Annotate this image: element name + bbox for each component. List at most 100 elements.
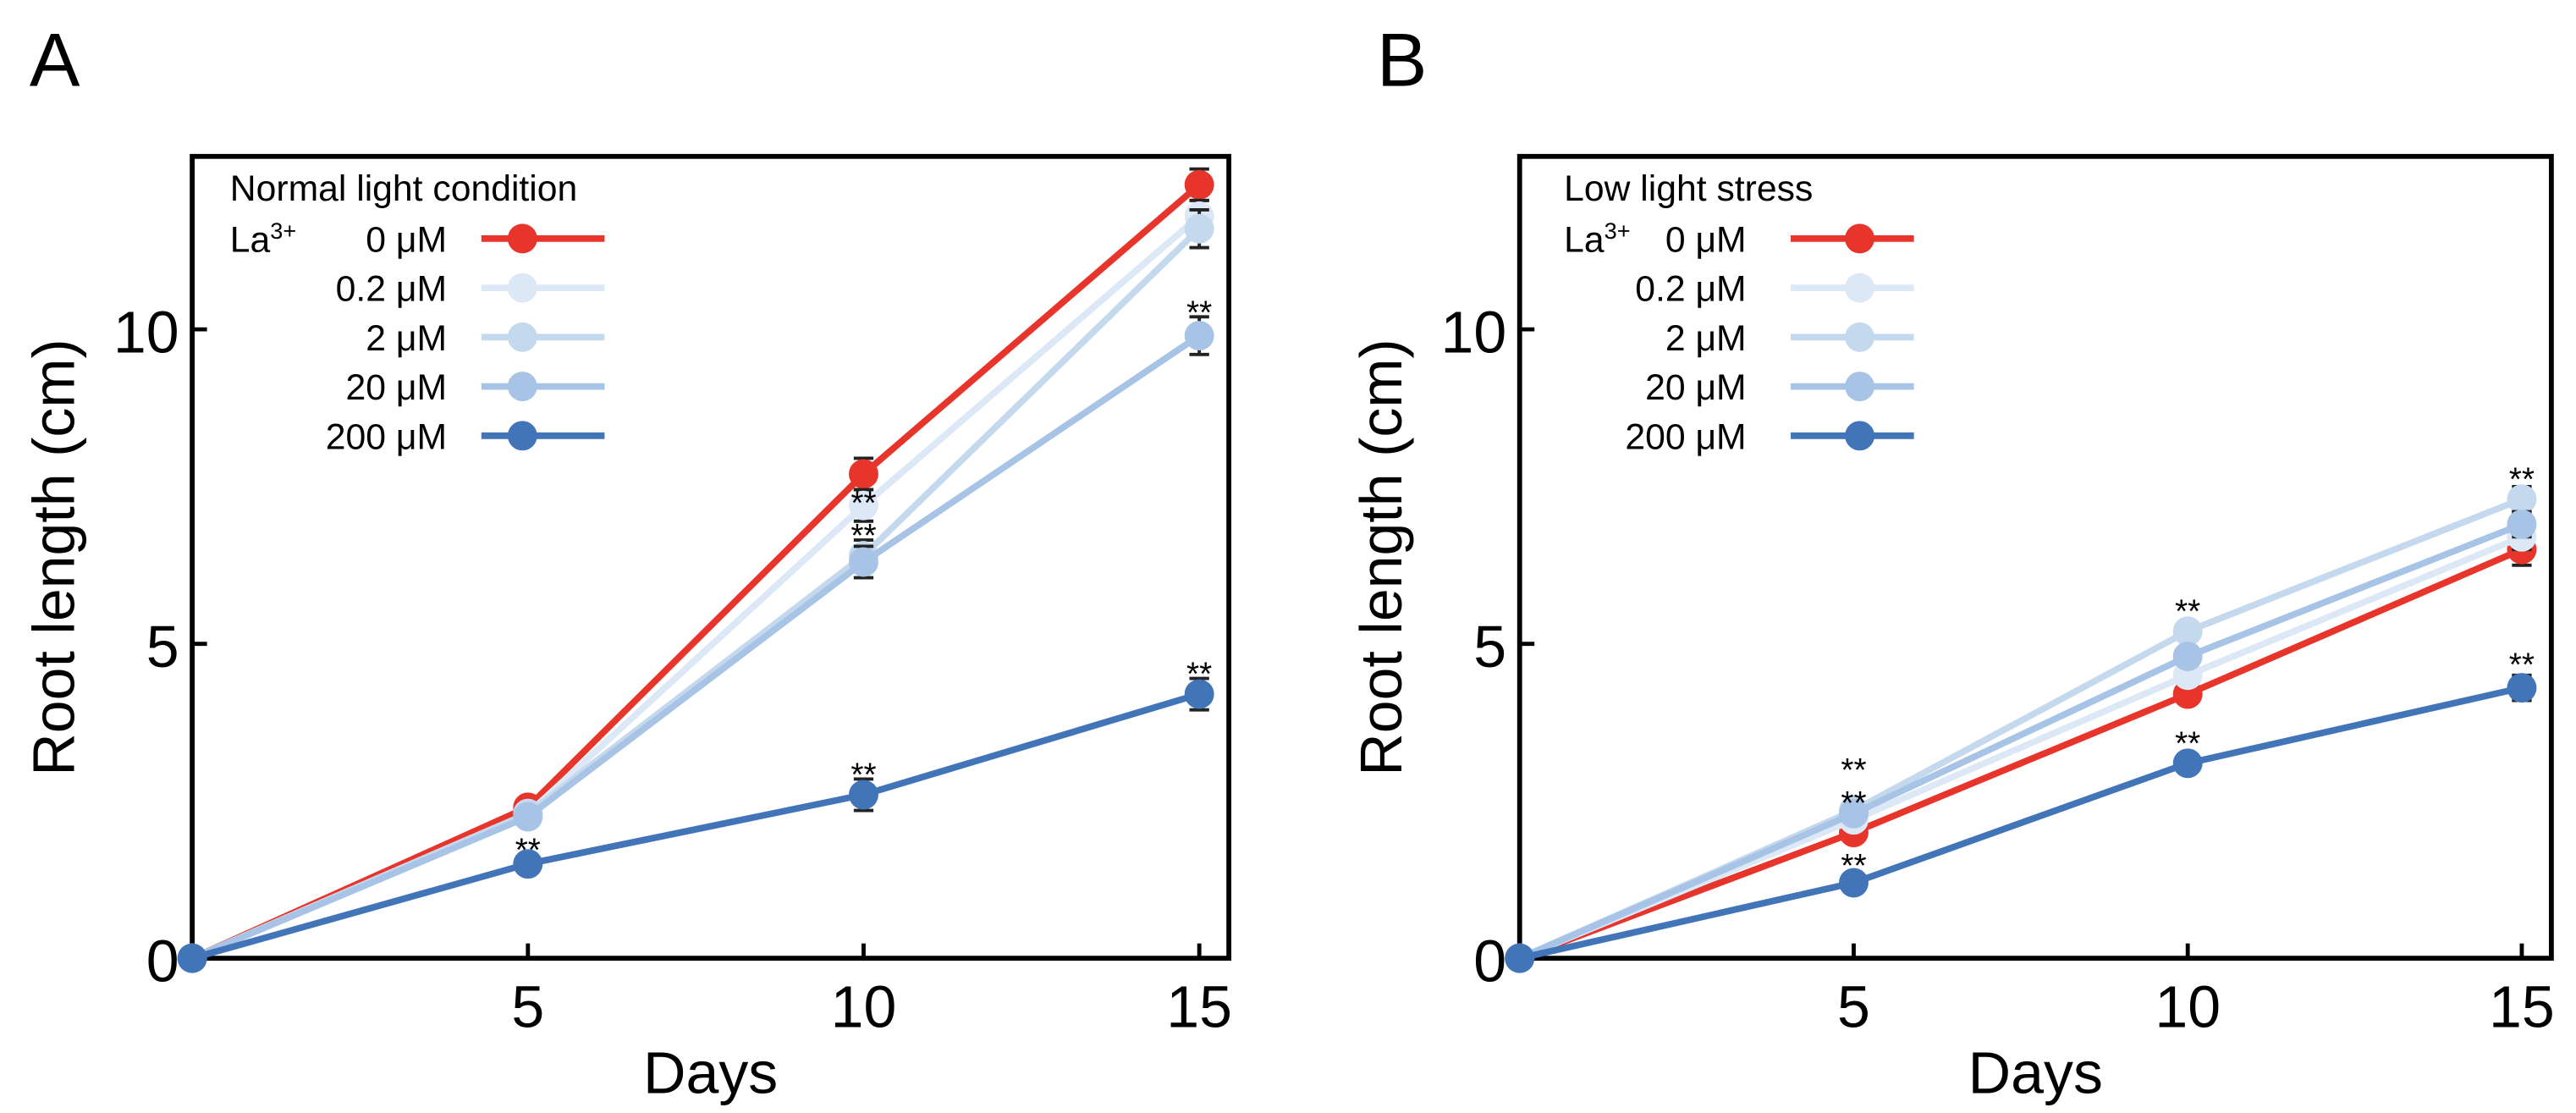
series-line (1518, 546, 2524, 961)
significance-marker: ** (1841, 752, 1866, 789)
y-tick-label: 5 (1473, 614, 1506, 680)
legend-label: 0 μM (1665, 219, 1747, 260)
legend-label: 200 μM (1625, 416, 1746, 457)
legend-marker (1845, 322, 1875, 352)
data-point (849, 547, 878, 577)
legend-label: 200 μM (326, 416, 447, 457)
legend-prefix-base: La (1564, 219, 1604, 260)
significance-marker: ** (850, 757, 876, 793)
significance-marker: ** (2509, 461, 2535, 498)
series-2uM (177, 208, 1214, 973)
legend-marker (1845, 372, 1875, 402)
data-point (2507, 509, 2537, 539)
plot-frame (1516, 153, 2554, 961)
legend-marker (507, 273, 537, 303)
legend-prefix-base: La (230, 219, 271, 260)
legend-label: 2 μM (366, 318, 447, 359)
data-point (1838, 798, 1869, 829)
series-200uM (1505, 673, 2537, 973)
legend-prefix: La3+ (230, 218, 296, 261)
x-tick-label: 10 (2155, 974, 2221, 1040)
series-0.2uM (177, 198, 1214, 973)
legend-label: 0.2 μM (1635, 269, 1746, 310)
data-point (849, 780, 878, 810)
x-axis-label: Days (1968, 1039, 2103, 1105)
x-tick-label: 10 (831, 974, 897, 1040)
data-point (1505, 943, 1535, 973)
panel-label: A (30, 17, 80, 102)
legend-marker (507, 223, 537, 254)
legend-label: 0.2 μM (336, 269, 447, 310)
data-point (1184, 213, 1214, 244)
significance-marker: ** (1841, 785, 1866, 822)
legend-label: 2 μM (1665, 318, 1747, 359)
x-axis-label: Days (643, 1039, 778, 1105)
data-point (1184, 321, 1214, 351)
series-line (190, 213, 1202, 961)
series-line (1518, 496, 2524, 961)
series-line (1518, 684, 2523, 961)
series-0uM (177, 167, 1214, 973)
legend-prefix: La3+ (1564, 218, 1630, 261)
data-point (2507, 484, 2537, 515)
legend-marker (1845, 421, 1875, 451)
x-tick-label: 15 (2489, 974, 2555, 1040)
legend: Low light stress La3+ 0 μM 0.2 μM 2 μM 20 μM 2… (1564, 168, 1914, 457)
data-point (1184, 169, 1214, 200)
significance-marker: ** (1186, 657, 1212, 693)
data-point (1838, 868, 1869, 898)
legend-prefix-superscript: 3+ (270, 218, 296, 244)
legend-marker (1845, 273, 1875, 303)
significance-marker: ** (850, 485, 876, 521)
legend-marker (507, 322, 537, 352)
data-point (2172, 748, 2203, 779)
series-0uM (1505, 532, 2537, 973)
series-line (191, 691, 1201, 961)
legend-title: Normal light condition (230, 168, 577, 209)
data-point (2507, 673, 2537, 703)
significance-marker: ** (2175, 593, 2200, 630)
significance-marker: ** (1186, 295, 1212, 331)
significance-marker: ** (515, 833, 541, 869)
legend-prefix-superscript: 3+ (1604, 218, 1631, 244)
y-tick-label: 0 (146, 928, 179, 994)
y-axis-label: Root length (cm) (1348, 339, 1414, 776)
x-tick-label: 5 (1837, 974, 1870, 1040)
series-line (1518, 521, 2524, 961)
series-line (190, 333, 1202, 961)
data-point (177, 943, 207, 973)
legend-label: 20 μM (1645, 367, 1747, 408)
y-tick-label: 10 (113, 299, 179, 365)
x-tick-label: 15 (1166, 974, 1232, 1040)
legend-marker (507, 421, 537, 451)
significance-marker: ** (2175, 725, 2200, 762)
y-axis-label: Root length (cm) (20, 339, 86, 776)
y-tick-label: 10 (1440, 299, 1506, 365)
panel-label: B (1377, 17, 1428, 102)
legend-label: 0 μM (366, 219, 447, 260)
data-point (513, 802, 543, 832)
data-point (849, 490, 878, 521)
significance-marker: ** (2509, 647, 2535, 683)
legend-marker (1845, 223, 1875, 254)
data-point (513, 849, 543, 879)
data-point (2172, 642, 2203, 671)
x-tick-label: 5 (511, 974, 544, 1040)
y-tick-label: 5 (146, 614, 179, 680)
significance-marker: ** (850, 518, 876, 554)
series-200uM (177, 676, 1214, 973)
y-tick-label: 0 (1473, 928, 1506, 994)
series-line (190, 226, 1202, 961)
legend: Normal light condition La3+ 0 μM 0.2 μM 2 μM… (230, 168, 605, 457)
data-point (1184, 679, 1214, 709)
legend-title: Low light stress (1564, 168, 1813, 209)
legend-label: 20 μM (346, 367, 448, 408)
significance-marker: ** (1841, 848, 1866, 884)
data-point (2172, 616, 2203, 647)
plot-frame (190, 153, 1232, 961)
data-point (849, 459, 878, 489)
legend-marker (507, 372, 537, 402)
